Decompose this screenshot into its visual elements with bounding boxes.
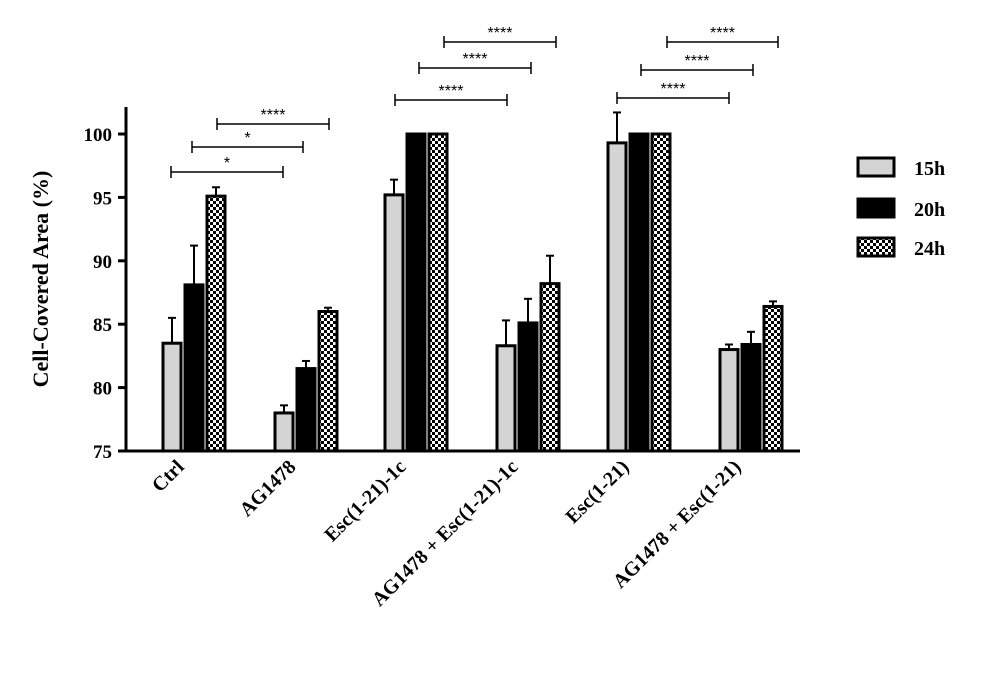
y-tick-label: 90 <box>93 252 112 273</box>
y-tick-label: 100 <box>84 125 113 146</box>
bar-15h <box>718 348 740 453</box>
bar-24h <box>539 282 561 453</box>
bar-15h <box>273 411 295 453</box>
bar-24h <box>650 132 672 453</box>
x-tick-label: AG1478 <box>235 456 300 521</box>
bar-20h <box>295 367 317 453</box>
significance-label: **** <box>685 53 710 70</box>
bar-24h <box>762 304 784 453</box>
y-tick-label: 75 <box>93 442 112 463</box>
significance-label: **** <box>661 81 686 98</box>
significance-label: **** <box>463 51 488 68</box>
bar-20h <box>517 321 539 453</box>
bar-24h <box>205 194 227 453</box>
x-tick-label: AG1478 + Esc(1-21) <box>609 456 746 593</box>
significance-label: **** <box>488 25 513 42</box>
bar-20h <box>183 283 205 453</box>
significance-label: **** <box>710 25 735 42</box>
x-tick-label: Esc(1-21) <box>561 456 633 528</box>
bar-20h <box>740 342 762 453</box>
significance-label: **** <box>261 107 286 124</box>
legend-swatch-15h <box>856 156 896 178</box>
legend-swatch-24h <box>856 236 896 258</box>
x-tick-label: Esc(1-21)-1c <box>320 456 410 546</box>
legend-label-20h: 20h <box>914 199 945 221</box>
bar-15h <box>495 344 517 453</box>
plot-area: 75 80 85 90 95 100 Ctrl AG1478 Esc(1-21)-1c AG147… <box>84 25 946 611</box>
bar-24h <box>427 132 449 453</box>
significance-label: * <box>244 130 250 147</box>
bar-15h <box>161 341 183 453</box>
bar-15h <box>606 141 628 453</box>
significance-label: **** <box>439 83 464 100</box>
legend-swatch-20h <box>856 197 896 219</box>
legend-label-24h: 24h <box>914 238 945 260</box>
y-tick-label: 95 <box>93 188 112 209</box>
significance-label: * <box>224 155 230 172</box>
bar-15h <box>383 193 405 453</box>
legend-label-15h: 15h <box>914 158 945 180</box>
bar-20h <box>628 132 650 453</box>
x-tick-label: Ctrl <box>148 456 189 497</box>
y-tick-label: 85 <box>93 315 112 336</box>
y-tick-label: 80 <box>93 379 112 400</box>
bar-20h <box>405 132 427 453</box>
y-axis-label: Cell-Covered Area (%) <box>28 171 53 388</box>
bar-24h <box>317 310 339 453</box>
